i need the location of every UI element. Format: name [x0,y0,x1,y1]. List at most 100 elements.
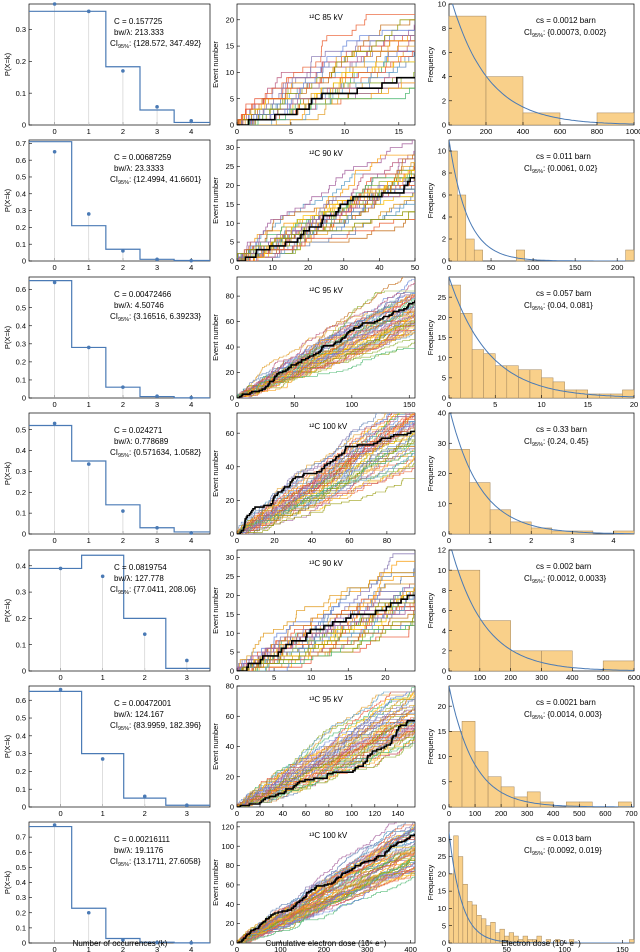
poisson-point [155,105,159,109]
poisson-xtick-label: 1 [87,263,91,272]
hist-fit-curve [449,277,634,398]
walk-ylabel: Event number [211,723,220,770]
poisson-c-value: C = 0.0819754 [114,563,167,572]
poisson-frame [28,3,211,126]
walk-mean-line [237,430,415,534]
walk-ytick-label: 0 [230,257,234,266]
hist-xtick-label: 0 [447,127,451,136]
walk-ytick-label: 60 [226,712,234,721]
walk-ytick-label: 20 [226,496,234,505]
walk-xtick-label: 20 [304,263,312,272]
walk-trace [237,322,415,398]
poisson-point [100,574,105,579]
walk-trace [237,211,415,261]
poisson-xtick-label: 2 [121,536,125,545]
hist-ytick-label: 0 [442,530,446,539]
hist-bar [483,353,496,399]
hist-ytick-label: 10 [438,499,446,508]
walk-trace [237,690,415,807]
col1-xlabel: Number of occurrences (k) [73,939,168,948]
poisson-xtick-label: 0 [53,536,57,545]
hist-bar [622,389,635,399]
walk-trace [237,414,415,534]
walk-ytick-label: 15 [226,200,234,209]
poisson-point [52,2,57,6]
walk-trace [237,720,415,807]
hist-xtick-label: 800 [591,127,604,136]
walk-trace [237,591,415,671]
hist-ytick-label: 2 [442,235,446,244]
poisson-bw-value: bw/λ: 19.1176 [114,846,164,855]
walk-mean-line [237,719,415,807]
poisson-ytick-label: 0.4 [16,878,26,887]
poisson-xtick-label: 4 [189,127,193,136]
walk-trace [237,299,415,398]
walk-trace [237,14,415,125]
poisson-step-line [29,690,210,806]
walk-ytick-label: 0 [230,530,234,539]
hist-ytick-label: 30 [438,835,446,844]
hist-ytick-label: 20 [438,469,446,478]
walk-xtick-label: 40 [375,263,383,272]
hist-ytick-label: 6 [442,48,446,57]
hist-ytick-label: 40 [438,409,446,418]
walk-ytick-label: 60 [226,317,234,326]
walk-series-label: ¹²C 90 kV [309,149,343,158]
walk-series-label: ¹³C 100 kV [309,831,348,840]
walk-trace [237,448,415,534]
walk-xtick-label: 15 [344,673,352,682]
walk-ytick-label: 40 [226,462,234,471]
walk-lines [237,553,415,671]
walk-ytick-label: 5 [230,94,234,103]
poisson-ytick-label: 0.1 [16,376,26,385]
hist-bar [526,791,541,808]
poisson-ytick-label: 0.4 [16,446,26,455]
hist-ylabel: Frequency [426,456,435,492]
walk-ytick-label: 30 [226,553,234,562]
walk-series-label: ¹³C 95 kV [309,695,343,704]
walk-ytick-label: 40 [226,900,234,909]
walk-ytick-label: 5 [230,238,234,247]
walk-trace [237,294,415,398]
hist-bar [522,112,561,126]
poisson-ytick-label: 0.6 [16,156,26,165]
poisson-point [52,149,57,154]
walk-trace [237,606,415,671]
hist-ylabel: Frequency [426,47,435,83]
poisson-ytick-label: 0.1 [16,509,26,518]
walk-ylabel: Event number [211,177,220,224]
hist-xtick-label: 100 [469,809,482,818]
poisson-c-value: C = 0.00216111 [114,835,171,844]
walk-ytick-label: 20 [226,15,234,24]
hist-ylabel: Frequency [426,320,435,356]
walk-ytick-label: 20 [226,591,234,600]
poisson-ytick-label: 0.2 [16,223,26,232]
poisson-xtick-label: 0 [58,673,62,682]
walk-trace [237,203,415,261]
walk-ytick-label: 20 [226,368,234,377]
poisson-c-value: C = 0.00687259 [114,153,172,162]
hist-cs-value: cs = 0.0012 barn [536,16,596,25]
poisson-xtick-label: 2 [143,809,147,818]
walk-trace [237,50,415,125]
hist-xtick-label: 300 [521,809,534,818]
poisson-point [121,509,125,513]
walk-frame [236,276,416,399]
hist-ytick-label: 20 [438,313,446,322]
poisson-ci-value: CI95%: {12.4994, 41.6601} [110,175,201,186]
poisson-point [189,258,194,263]
poisson-ytick-label: 0.4 [16,561,26,570]
hist-bar [469,482,491,535]
poisson-ytick-label: 0.1 [16,923,26,932]
walk-trace [237,311,415,398]
walk-ytick-label: 10 [226,219,234,228]
walk-ytick-label: 10 [226,629,234,638]
hist-ytick-label: 10 [438,0,446,9]
hist-ytick-label: 4 [442,72,446,81]
walk-xtick-label: 20 [270,536,278,545]
poisson-point [189,395,194,400]
walk-trace [237,738,415,807]
poisson-xtick-label: 3 [185,673,189,682]
walk-ytick-label: 0 [230,394,234,403]
